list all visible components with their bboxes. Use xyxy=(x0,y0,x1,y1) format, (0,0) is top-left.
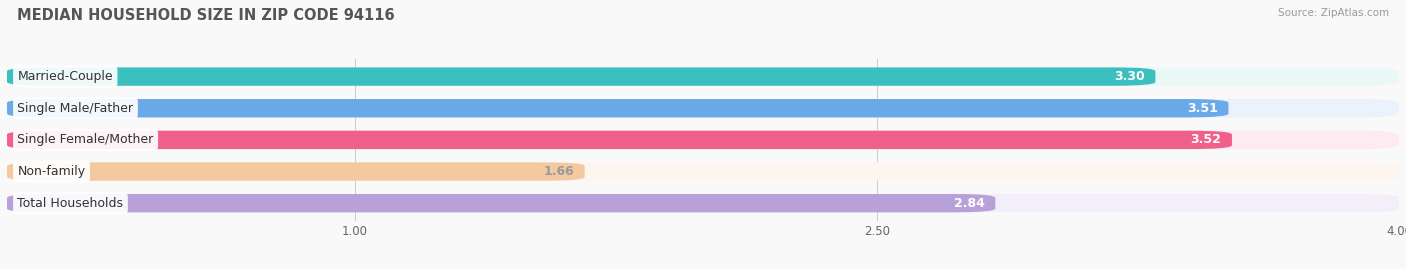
Text: Single Male/Father: Single Male/Father xyxy=(17,102,134,115)
FancyBboxPatch shape xyxy=(7,162,1399,181)
FancyBboxPatch shape xyxy=(7,68,1156,86)
Text: 3.52: 3.52 xyxy=(1191,133,1222,146)
FancyBboxPatch shape xyxy=(7,99,1399,117)
Text: Non-family: Non-family xyxy=(17,165,86,178)
Text: 2.84: 2.84 xyxy=(955,197,984,210)
Text: MEDIAN HOUSEHOLD SIZE IN ZIP CODE 94116: MEDIAN HOUSEHOLD SIZE IN ZIP CODE 94116 xyxy=(17,8,395,23)
Text: 3.30: 3.30 xyxy=(1114,70,1144,83)
Text: Married-Couple: Married-Couple xyxy=(17,70,112,83)
FancyBboxPatch shape xyxy=(7,194,995,212)
FancyBboxPatch shape xyxy=(7,194,1399,212)
FancyBboxPatch shape xyxy=(7,162,585,181)
FancyBboxPatch shape xyxy=(7,131,1399,149)
Text: 1.66: 1.66 xyxy=(544,165,574,178)
Text: 3.51: 3.51 xyxy=(1187,102,1218,115)
FancyBboxPatch shape xyxy=(7,131,1232,149)
Text: Single Female/Mother: Single Female/Mother xyxy=(17,133,153,146)
Text: Total Households: Total Households xyxy=(17,197,124,210)
Text: Source: ZipAtlas.com: Source: ZipAtlas.com xyxy=(1278,8,1389,18)
FancyBboxPatch shape xyxy=(7,68,1399,86)
FancyBboxPatch shape xyxy=(7,99,1229,117)
